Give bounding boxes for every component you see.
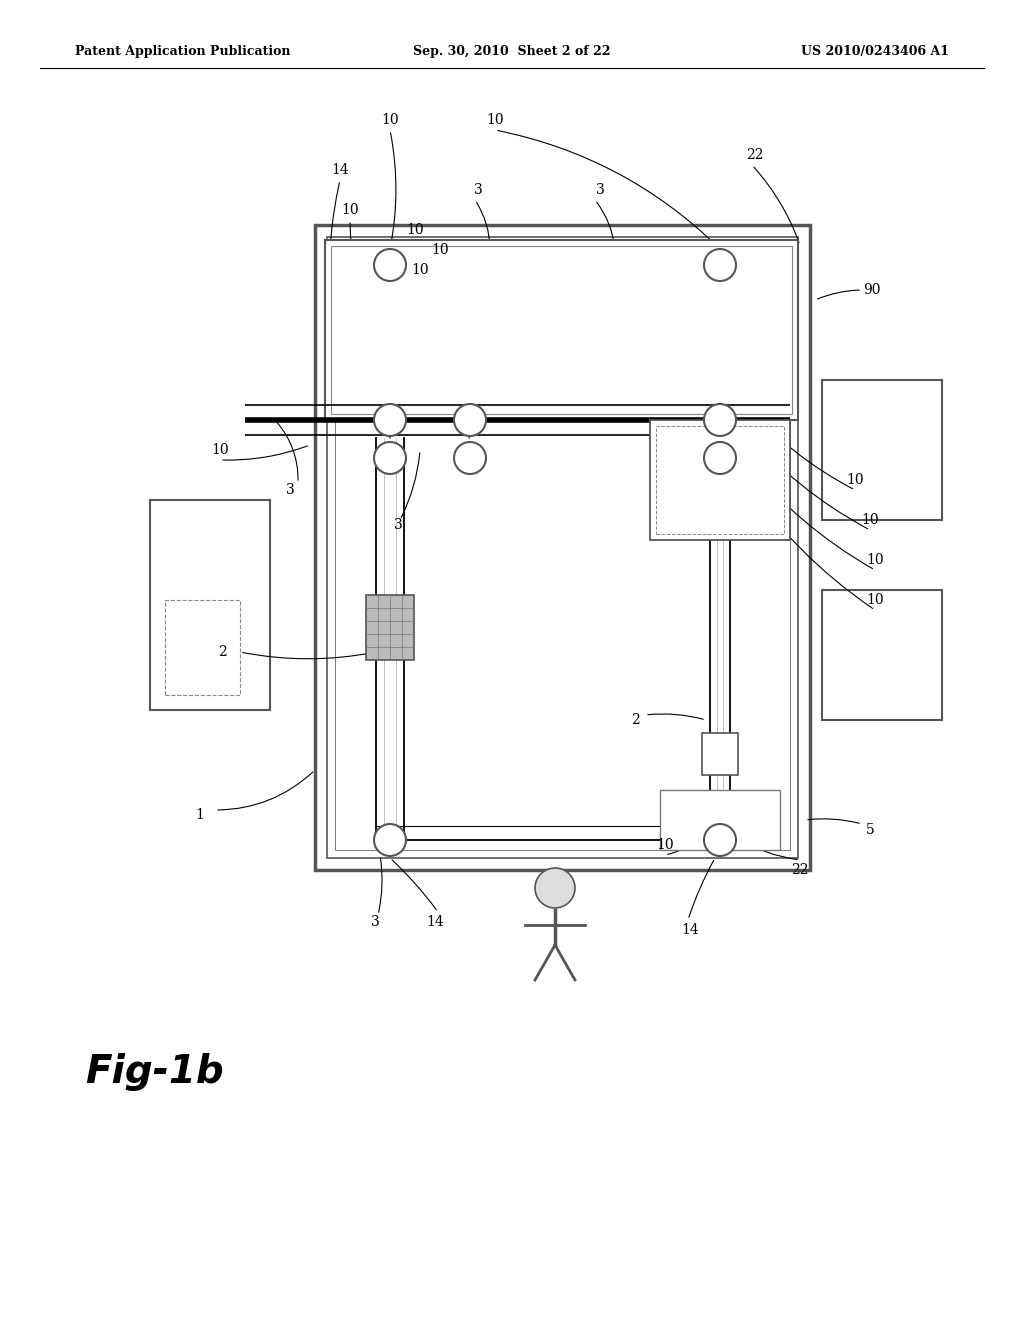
Circle shape xyxy=(454,442,486,474)
Text: 1: 1 xyxy=(196,808,205,822)
Circle shape xyxy=(374,442,406,474)
Bar xyxy=(366,595,414,660)
Bar xyxy=(650,420,790,540)
Bar xyxy=(656,426,784,535)
Text: 10: 10 xyxy=(431,243,449,257)
Text: 14: 14 xyxy=(426,915,443,929)
Circle shape xyxy=(535,869,575,908)
Text: Fig-1b: Fig-1b xyxy=(86,1053,224,1092)
Text: 10: 10 xyxy=(846,473,864,487)
Bar xyxy=(325,240,798,420)
Circle shape xyxy=(454,404,486,436)
Bar xyxy=(150,500,270,710)
Text: 10: 10 xyxy=(656,838,674,851)
Bar xyxy=(822,590,942,719)
Text: 10: 10 xyxy=(486,114,504,127)
Text: 3: 3 xyxy=(393,517,402,532)
Text: 2: 2 xyxy=(631,713,639,727)
Text: 10: 10 xyxy=(211,444,228,457)
Text: 5: 5 xyxy=(865,822,874,837)
Text: 3: 3 xyxy=(371,915,379,929)
Text: 10: 10 xyxy=(866,593,884,607)
Text: 22: 22 xyxy=(746,148,764,162)
Text: 10: 10 xyxy=(866,553,884,568)
Text: 10: 10 xyxy=(861,513,879,527)
Circle shape xyxy=(374,404,406,436)
Text: 10: 10 xyxy=(407,223,424,238)
Text: 14: 14 xyxy=(331,162,349,177)
Circle shape xyxy=(705,442,736,474)
Text: Patent Application Publication: Patent Application Publication xyxy=(75,45,291,58)
Bar xyxy=(165,601,240,696)
Text: 2: 2 xyxy=(218,645,226,659)
Text: US 2010/0243406 A1: US 2010/0243406 A1 xyxy=(801,45,949,58)
Circle shape xyxy=(705,249,736,281)
Circle shape xyxy=(705,824,736,855)
Text: 10: 10 xyxy=(341,203,358,216)
Bar xyxy=(331,246,792,414)
Text: 14: 14 xyxy=(681,923,698,937)
Bar xyxy=(660,789,780,850)
Bar xyxy=(702,733,738,775)
Text: 10: 10 xyxy=(381,114,398,127)
Text: 3: 3 xyxy=(286,483,294,498)
Text: 10: 10 xyxy=(412,263,429,277)
Text: Sep. 30, 2010  Sheet 2 of 22: Sep. 30, 2010 Sheet 2 of 22 xyxy=(414,45,610,58)
Text: 22: 22 xyxy=(792,863,809,876)
Circle shape xyxy=(374,249,406,281)
Bar xyxy=(335,246,790,850)
Bar xyxy=(315,224,810,870)
Circle shape xyxy=(705,404,736,436)
Bar xyxy=(327,238,798,858)
Text: 3: 3 xyxy=(596,183,604,197)
Text: 3: 3 xyxy=(474,183,482,197)
Circle shape xyxy=(374,824,406,855)
Text: 90: 90 xyxy=(863,282,881,297)
Bar xyxy=(822,380,942,520)
